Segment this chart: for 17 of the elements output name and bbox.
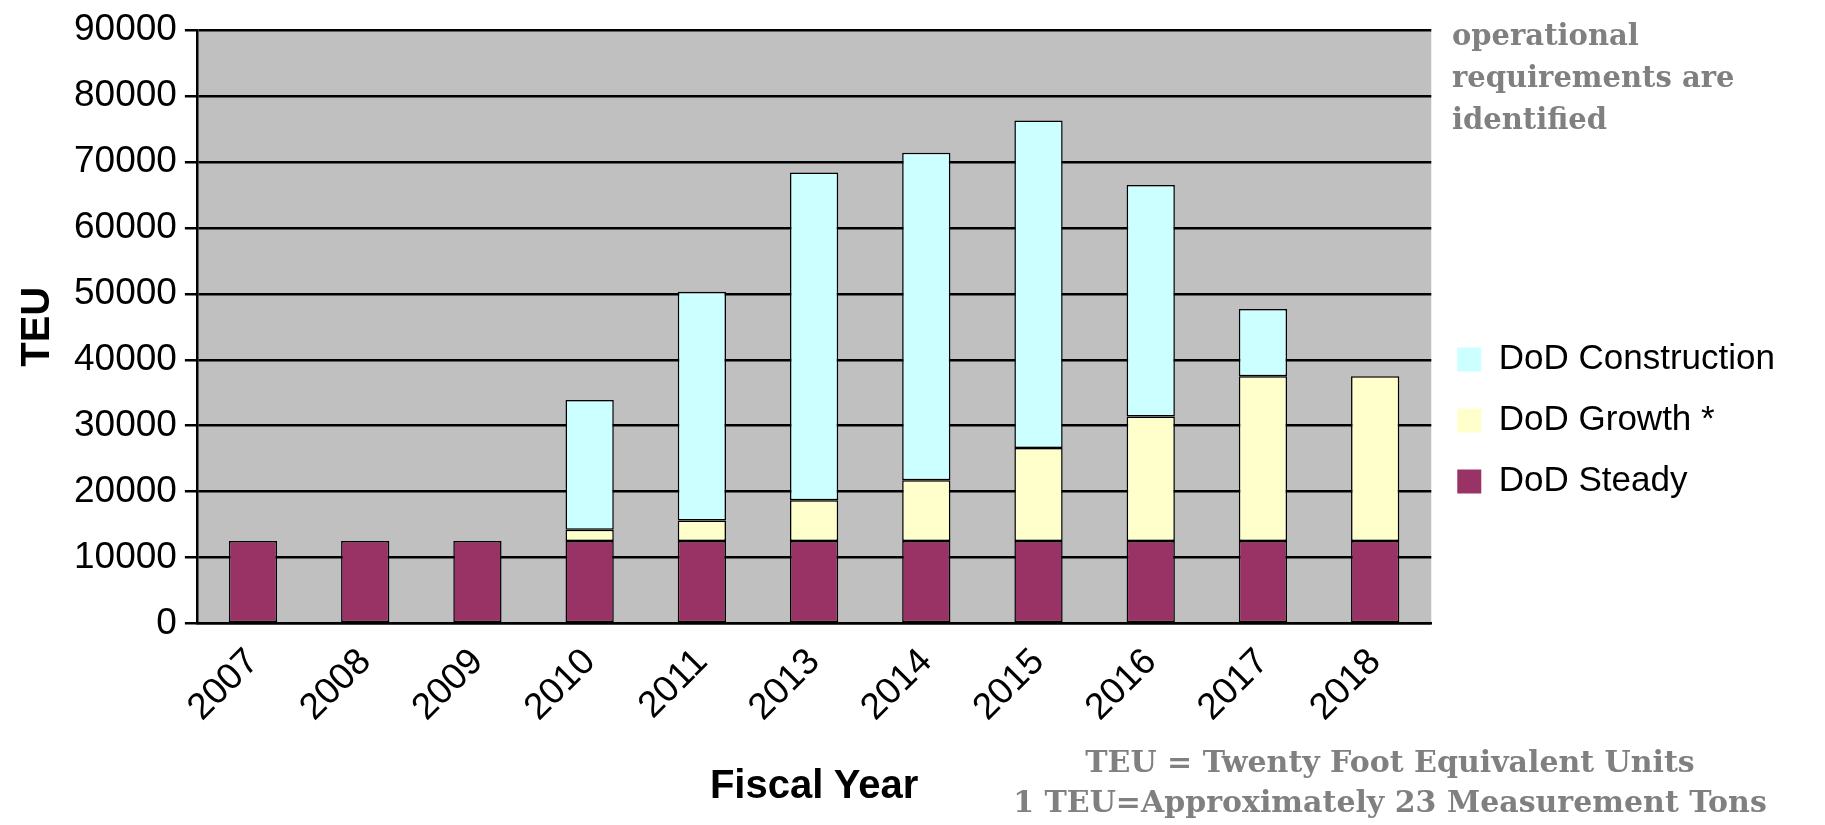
legend-label: DoD Construction bbox=[1498, 337, 1776, 377]
y-tick-label: 20000 bbox=[74, 468, 177, 510]
text: operational requirements are identified bbox=[1452, 17, 1736, 138]
text: TEU = Twenty Foot Equivalent Units 1 TEU=Approximately 23 Measurement Tons bbox=[1012, 743, 1768, 821]
y-tick-label: 90000 bbox=[74, 7, 177, 49]
y-axis-title: TEU bbox=[13, 286, 58, 367]
y-tick-label: 10000 bbox=[74, 534, 177, 576]
legend-label: DoD Growth * bbox=[1498, 398, 1716, 438]
y-tick-label: 40000 bbox=[74, 336, 177, 378]
y-tick-label: 70000 bbox=[74, 139, 177, 181]
y-tick-label: 0 bbox=[156, 600, 177, 642]
y-tick-label: 60000 bbox=[74, 205, 177, 247]
x-axis-title: Fiscal Year bbox=[709, 762, 919, 807]
y-tick-label: 50000 bbox=[74, 271, 177, 313]
legend-label: DoD Steady bbox=[1498, 459, 1688, 499]
y-tick-label: 80000 bbox=[74, 73, 177, 115]
y-tick-label: 30000 bbox=[74, 402, 177, 444]
